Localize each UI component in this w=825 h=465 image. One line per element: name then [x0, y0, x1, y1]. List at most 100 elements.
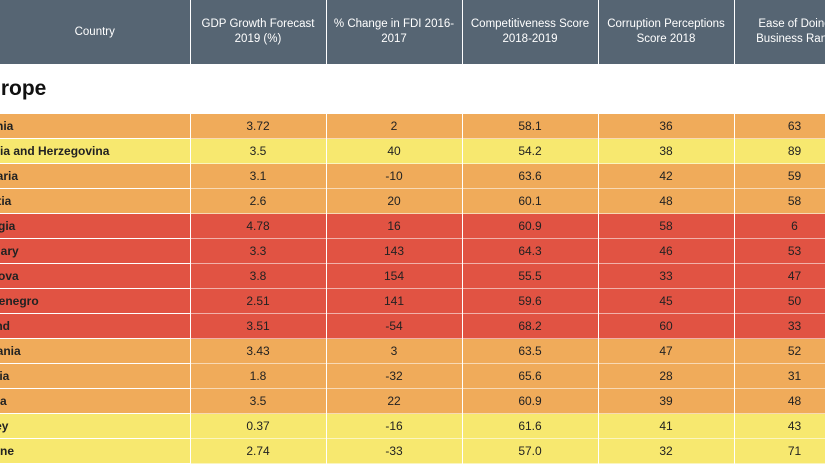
country-name: Albania: [0, 119, 14, 133]
corruption-cell: 39: [598, 388, 735, 414]
country-name: Bosnia and Herzegovina: [0, 144, 110, 158]
gdp-growth-cell: 3.43: [190, 338, 327, 364]
fdi-change-cell: 141: [326, 288, 463, 314]
fdi-change-cell: 143: [326, 238, 463, 264]
corruption-cell: 45: [598, 288, 735, 314]
gdp-growth-cell: 3.3: [190, 238, 327, 264]
region-row: Europe: [0, 64, 825, 114]
ease-of-business-cell: 53: [734, 238, 825, 264]
ease-of-business-cell: 50: [734, 288, 825, 314]
ease-of-business-cell: 33: [734, 313, 825, 339]
gdp-growth-cell: 2.6: [190, 188, 327, 214]
competitiveness-cell: 59.6: [462, 288, 599, 314]
competitiveness-cell: 68.2: [462, 313, 599, 339]
column-header-competitiveness: Competitiveness Score 2018-2019: [462, 0, 599, 64]
corruption-cell: 33: [598, 263, 735, 289]
column-header-gdp-growth: GDP Growth Forecast 2019 (%): [190, 0, 327, 64]
country-cell: Ukraine: [0, 438, 191, 464]
ease-of-business-cell: 43: [734, 413, 825, 439]
gdp-growth-cell: 0.37: [190, 413, 327, 439]
country-cell: Russia: [0, 363, 191, 389]
ease-of-business-cell: 47: [734, 263, 825, 289]
country-name: Montenegro: [0, 294, 39, 308]
competitiveness-cell: 57.0: [462, 438, 599, 464]
fdi-change-cell: 22: [326, 388, 463, 414]
country-name: Ukraine: [0, 444, 15, 458]
ease-of-business-cell: 71: [734, 438, 825, 464]
country-name: Serbia: [0, 394, 7, 408]
gdp-growth-cell: 3.72: [190, 114, 327, 139]
gdp-growth-cell: 2.51: [190, 288, 327, 314]
fdi-change-cell: 3: [326, 338, 463, 364]
gdp-growth-cell: 3.5: [190, 388, 327, 414]
fdi-change-cell: 40: [326, 138, 463, 164]
country-name: Croatia: [0, 194, 12, 208]
ease-of-business-cell: 52: [734, 338, 825, 364]
country-name: Bulgaria: [0, 169, 19, 183]
column-header-fdi-change: % Change in FDI 2016-2017: [326, 0, 463, 64]
country-cell: Romania: [0, 338, 191, 364]
corruption-cell: 38: [598, 138, 735, 164]
region-label-text: Europe: [0, 77, 47, 100]
gdp-growth-cell: 4.78: [190, 213, 327, 239]
column-header-ease-of-business: Ease of Doing Business Rank: [734, 0, 825, 64]
competitiveness-cell: 58.1: [462, 114, 599, 139]
competitiveness-cell: 55.5: [462, 263, 599, 289]
competitiveness-cell: 60.9: [462, 388, 599, 414]
corruption-cell: 47: [598, 338, 735, 364]
gdp-growth-cell: 3.5: [190, 138, 327, 164]
gdp-growth-cell: 1.8: [190, 363, 327, 389]
corruption-cell: 60: [598, 313, 735, 339]
competitiveness-cell: 63.6: [462, 163, 599, 189]
ease-of-business-cell: 31: [734, 363, 825, 389]
gdp-growth-cell: 2.74: [190, 438, 327, 464]
country-cell: Hungary: [0, 238, 191, 264]
country-cell: Georgia: [0, 213, 191, 239]
competitiveness-cell: 61.6: [462, 413, 599, 439]
competitiveness-cell: 60.9: [462, 213, 599, 239]
country-cell: Bosnia and Herzegovina: [0, 138, 191, 164]
header-row: Country GDP Growth Forecast 2019 (%) % C…: [0, 0, 825, 64]
competitiveness-cell: 65.6: [462, 363, 599, 389]
fdi-change-cell: -54: [326, 313, 463, 339]
gdp-growth-cell: 3.8: [190, 263, 327, 289]
ease-of-business-cell: 6: [734, 213, 825, 239]
competitiveness-cell: 60.1: [462, 188, 599, 214]
country-name: Romania: [0, 344, 21, 358]
country-cell: Turkey: [0, 413, 191, 439]
corruption-cell: 48: [598, 188, 735, 214]
fdi-change-cell: 2: [326, 114, 463, 139]
fdi-change-cell: 20: [326, 188, 463, 214]
fdi-change-cell: 16: [326, 213, 463, 239]
country-cell: Serbia: [0, 388, 191, 414]
ease-of-business-cell: 63: [734, 114, 825, 139]
country-name: Russia: [0, 369, 10, 383]
corruption-cell: 28: [598, 363, 735, 389]
corruption-cell: 36: [598, 114, 735, 139]
country-name: Poland: [0, 319, 11, 333]
region-label: Europe: [0, 64, 825, 114]
competitiveness-cell: 54.2: [462, 138, 599, 164]
country-name: Georgia: [0, 219, 16, 233]
fdi-change-cell: -10: [326, 163, 463, 189]
column-header-corruption: Corruption Perceptions Score 2018: [598, 0, 735, 64]
country-cell: Montenegro: [0, 288, 191, 314]
column-header-country: Country: [0, 0, 191, 64]
gdp-growth-cell: 3.51: [190, 313, 327, 339]
fdi-change-cell: -33: [326, 438, 463, 464]
